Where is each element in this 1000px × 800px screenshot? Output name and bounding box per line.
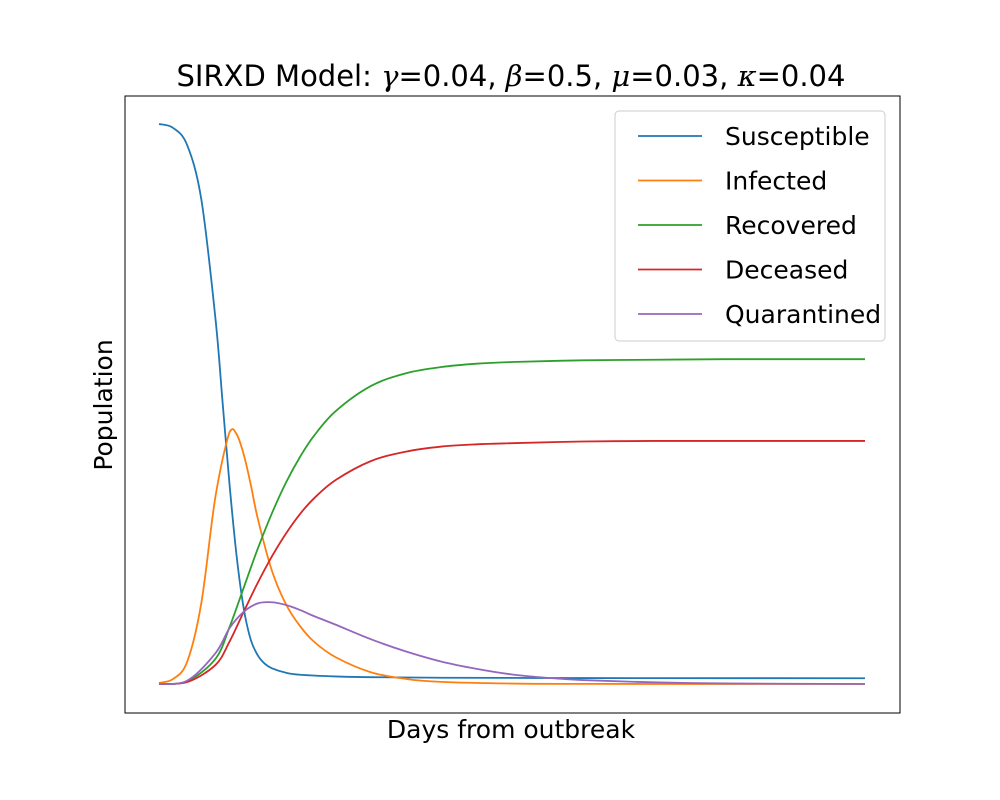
chart-title-param-value: =0.04 (757, 59, 846, 93)
chart-title-param-symbol: β (505, 59, 523, 93)
legend: Susceptible Infected Recovered Deceased Quar… (614, 110, 886, 342)
chart-title-param-value: =0.03 (630, 59, 719, 93)
legend-item-infected: Infected (638, 167, 827, 196)
plot-frame (124, 95, 901, 714)
chart-title-separator: , (719, 59, 737, 93)
legend-item-recovered: Recovered (638, 211, 857, 240)
chart-title-separator: , (487, 59, 505, 93)
chart-title-prefix: SIRXD Model: (177, 59, 382, 93)
legend-item-deceased: Deceased (638, 256, 848, 285)
legend-label: Infected (725, 167, 827, 196)
chart-title-param-value: =0.04 (398, 59, 487, 93)
legend-label: Susceptible (725, 122, 870, 151)
series-layer (158, 123, 866, 685)
plot-area (124, 95, 901, 714)
series-line-deceased (158, 440, 865, 685)
series-line-recovered (158, 358, 866, 685)
chart-title-param-symbol: γ (381, 59, 399, 93)
legend-item-quarantined: Quarantined (638, 300, 881, 329)
legend-items: Susceptible Infected Recovered Deceased Quar… (638, 122, 881, 329)
x-axis-label: Days from outbreak (387, 715, 636, 744)
series-line-infected (158, 428, 866, 685)
chart-title-param-symbol: μ (611, 59, 630, 93)
series-line-quarantined (158, 601, 866, 685)
chart-title: SIRXD Model: γ=0.04, β=0.5, μ=0.03, κ=0.… (177, 59, 846, 93)
legend-label: Recovered (725, 211, 857, 240)
series-line-susceptible (158, 123, 866, 680)
legend-frame (614, 110, 886, 342)
chart-title-param-value: =0.5 (523, 59, 593, 93)
y-axis-label: Population (89, 339, 118, 470)
chart-title-separator: , (593, 59, 611, 93)
legend-label: Quarantined (725, 300, 881, 329)
legend-item-susceptible: Susceptible (638, 122, 870, 151)
legend-label: Deceased (725, 256, 848, 285)
chart-title-param-symbol: κ (737, 59, 757, 93)
